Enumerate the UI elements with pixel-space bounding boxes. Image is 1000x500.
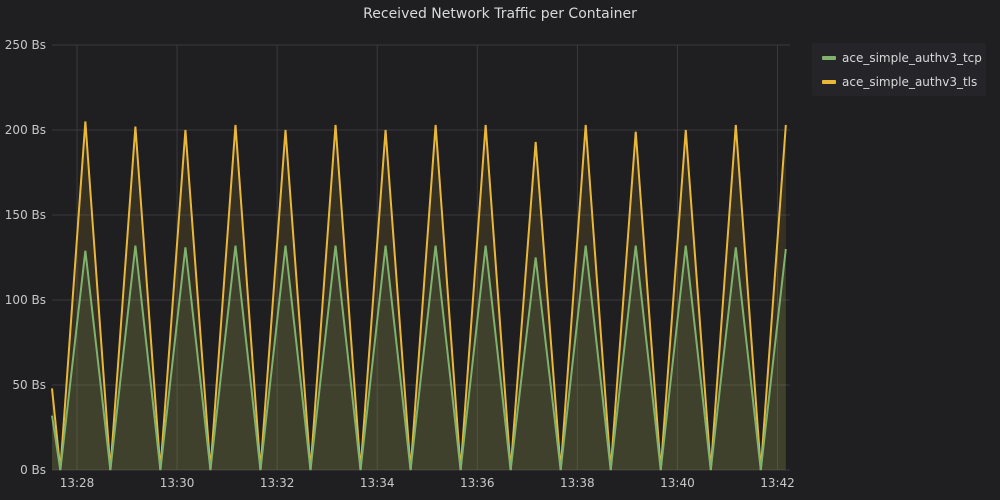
series-line-layer	[51, 121, 787, 471]
y-tick-label: 100 Bs	[5, 293, 46, 307]
y-axis: 0 Bs 50 Bs 100 Bs 150 Bs 200 Bs 250 Bs	[5, 38, 46, 477]
legend-label: ace_simple_authv3_tls	[842, 75, 978, 89]
legend-item-ace_simple_authv3_tcp[interactable]: ace_simple_authv3_tcp	[812, 46, 986, 70]
x-tick-label: 13:38	[560, 476, 595, 490]
panel-title[interactable]: Received Network Traffic per Container	[363, 6, 637, 22]
series-line-ace_simple_authv3_tcp[interactable]	[51, 245, 787, 471]
y-tick-label: 50 Bs	[12, 378, 46, 392]
x-tick-label: 13:34	[360, 476, 395, 490]
x-tick-label: 13:40	[660, 476, 695, 490]
grid-lines	[52, 44, 790, 471]
legend-swatch	[822, 56, 836, 60]
y-tick-label: 0 Bs	[20, 463, 46, 477]
y-tick-label: 200 Bs	[5, 123, 46, 137]
series-area-ace_simple_authv3_tls	[52, 121, 786, 470]
legend-label: ace_simple_authv3_tcp	[842, 51, 982, 65]
x-tick-label: 13:36	[460, 476, 495, 490]
x-tick-label: 13:42	[760, 476, 795, 490]
y-tick-label: 250 Bs	[5, 38, 46, 52]
legend-swatch	[822, 80, 836, 84]
legend-item-ace_simple_authv3_tls[interactable]: ace_simple_authv3_tls	[812, 70, 986, 94]
x-axis: 13:28 13:30 13:32 13:34 13:36 13:38 13:40 13:42	[60, 476, 795, 490]
series-fill-layer	[52, 121, 786, 470]
x-tick-label: 13:28	[60, 476, 95, 490]
y-tick-label: 150 Bs	[5, 208, 46, 222]
x-tick-label: 13:32	[260, 476, 295, 490]
series-area-ace_simple_authv3_tcp	[52, 245, 786, 470]
legend: ace_simple_authv3_tcp ace_simple_authv3_t…	[812, 43, 986, 96]
x-tick-label: 13:30	[160, 476, 195, 490]
